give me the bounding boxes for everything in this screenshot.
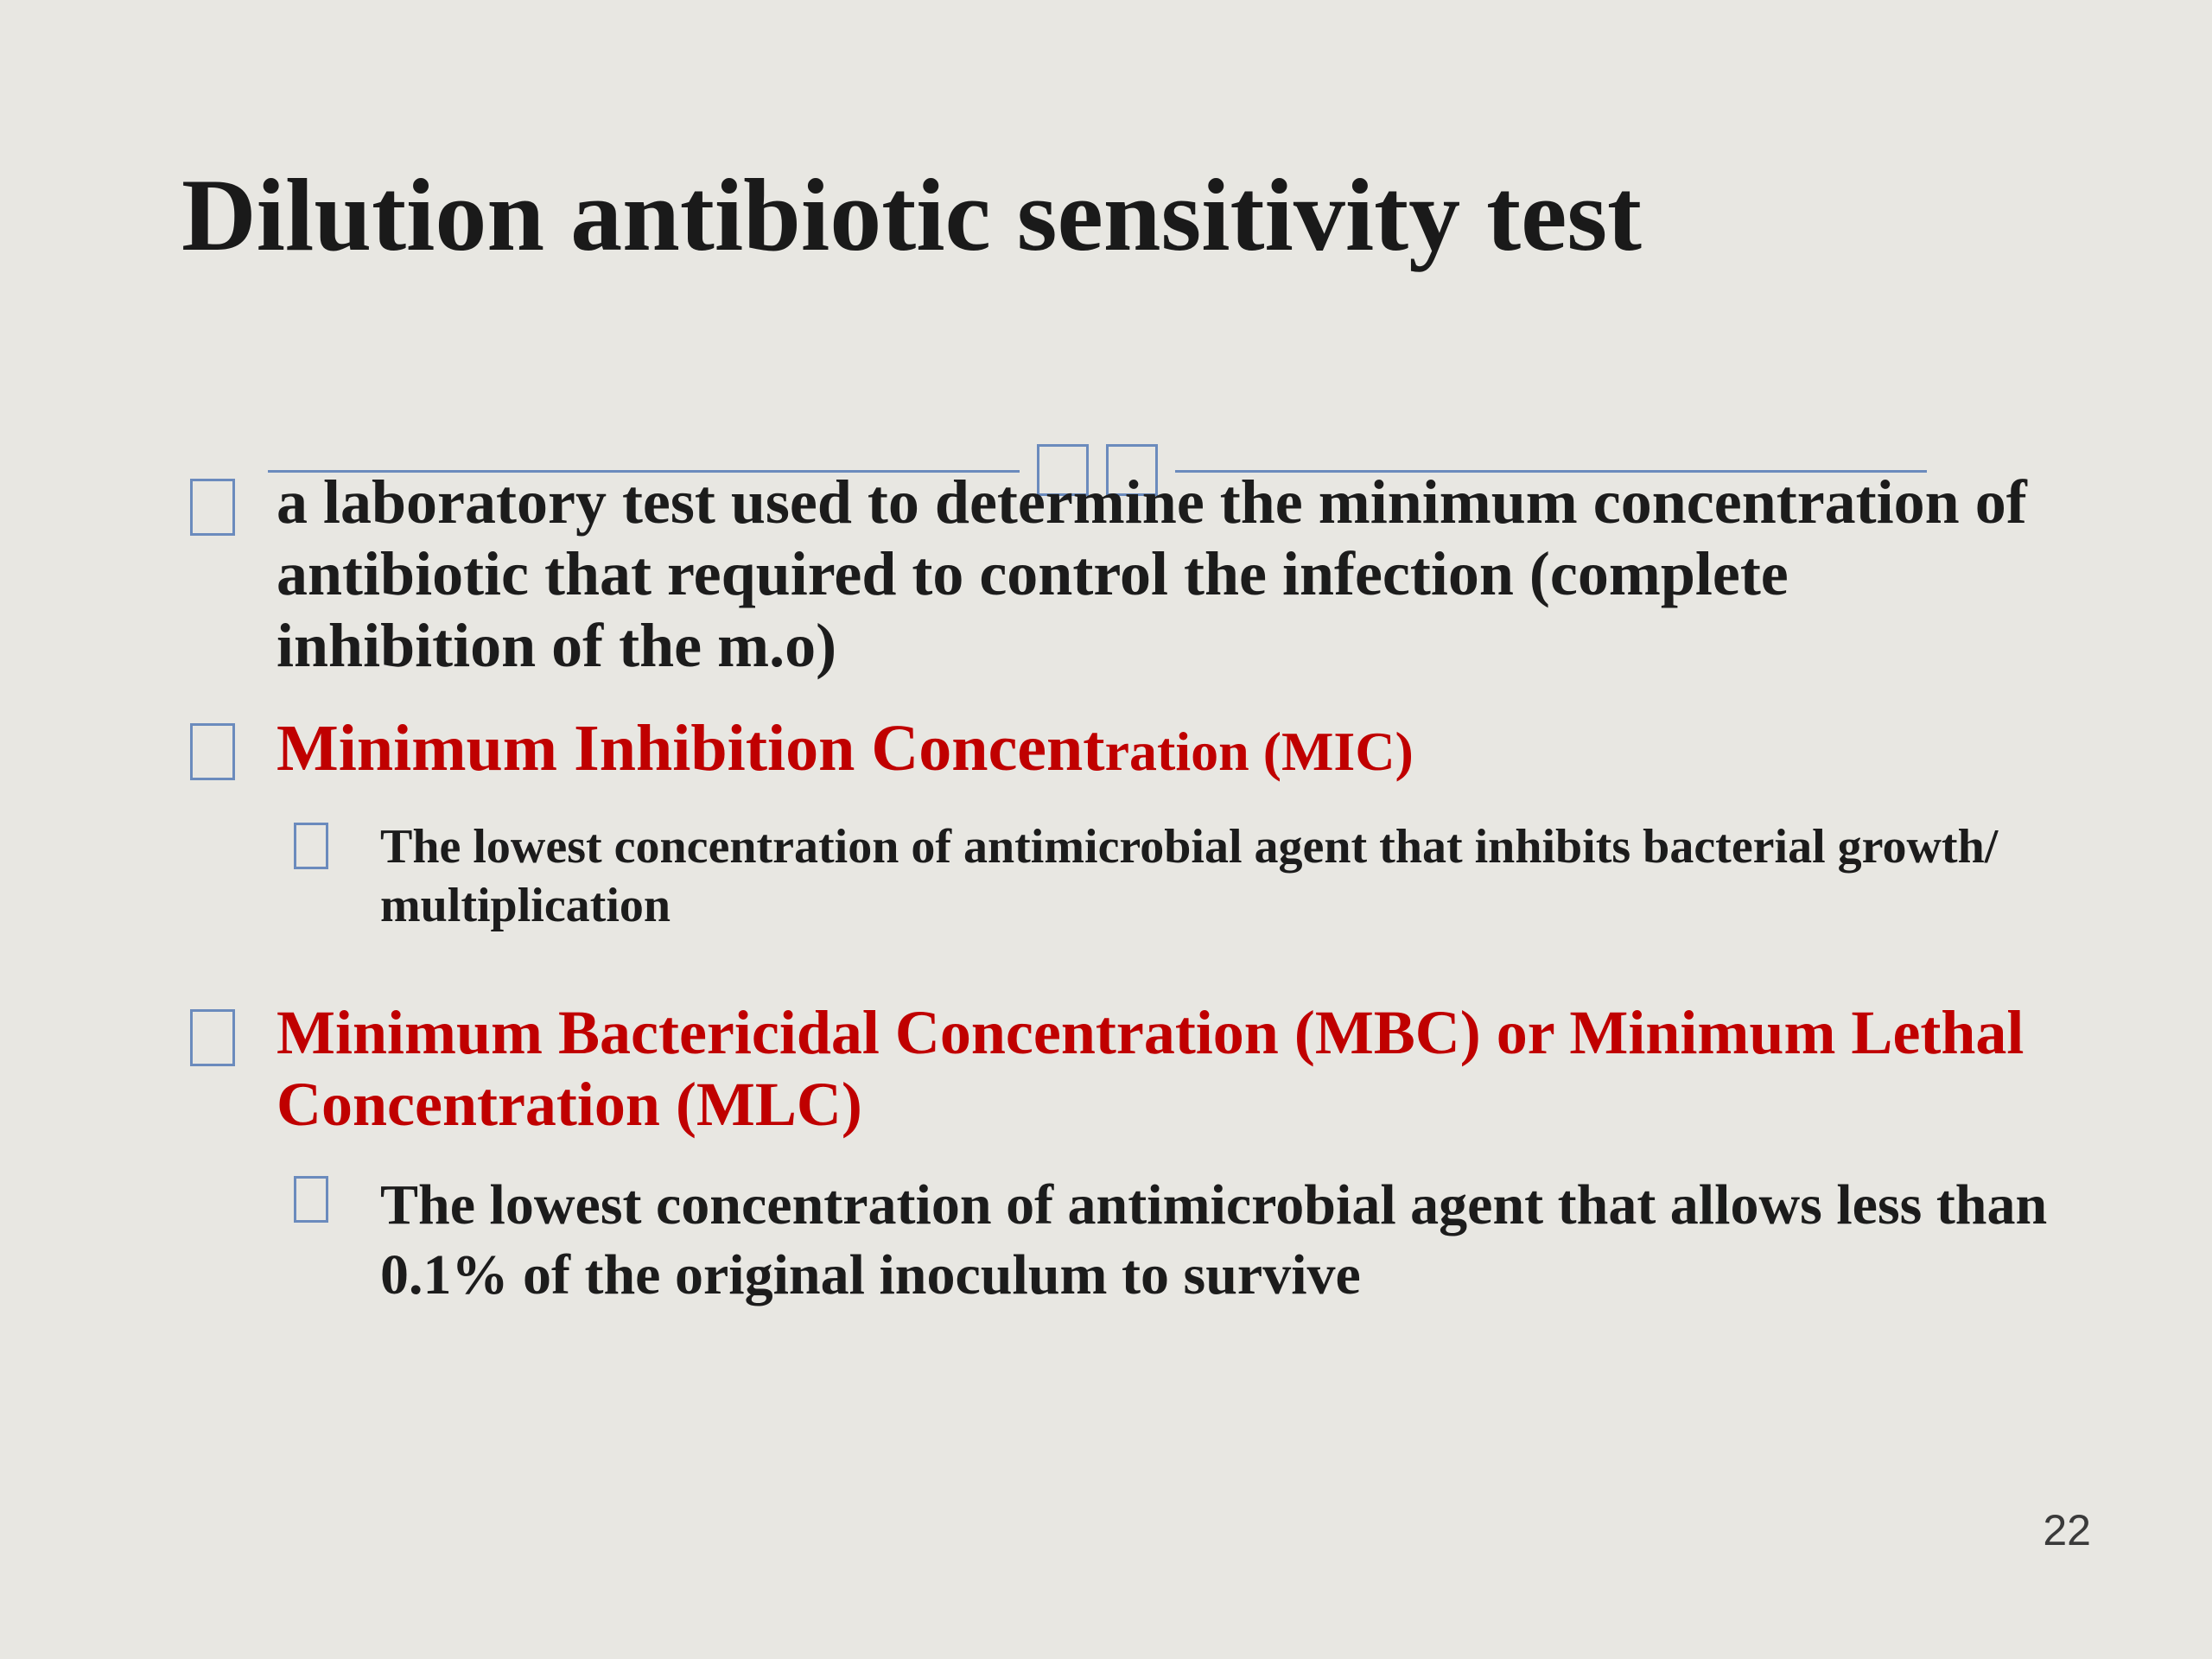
bullet-text: The lowest concentration of antimicrobia…	[380, 1171, 2048, 1310]
bullet-level-1: Minimum Inhibition Concentration (MIC)	[164, 711, 2048, 786]
bullet-glyph-icon	[190, 479, 235, 536]
page-number: 22	[2043, 1505, 2091, 1555]
bullet-text: The lowest concentration of antimicrobia…	[380, 817, 2048, 936]
bullet-text: Minimum Inhibition Concentration (MIC)	[276, 711, 2048, 786]
slide-title: Dilution antibiotic sensitivity test	[181, 156, 1642, 275]
bullet-text: Minimum Bactericidal Concentration (MBC)…	[276, 997, 2048, 1141]
bullet-text-part: ration (MIC)	[1105, 721, 1414, 782]
slide: Dilution antibiotic sensitivity test a l…	[0, 0, 2212, 1659]
spacer	[164, 963, 2048, 997]
bullet-glyph-icon	[190, 1009, 235, 1066]
bullet-text-part: Minimum Inhibition Concent	[276, 712, 1105, 785]
bullet-text: a laboratory test used to determine the …	[276, 467, 2048, 681]
bullet-level-2: The lowest concentration of antimicrobia…	[164, 817, 2048, 936]
bullet-level-1: Minimum Bactericidal Concentration (MBC)…	[164, 997, 2048, 1141]
bullet-glyph-icon	[190, 723, 235, 780]
bullet-glyph-icon	[294, 823, 328, 869]
bullet-level-2: The lowest concentration of antimicrobia…	[164, 1171, 2048, 1310]
content-area: a laboratory test used to determine the …	[164, 467, 2048, 1338]
bullet-level-1: a laboratory test used to determine the …	[164, 467, 2048, 681]
bullet-glyph-icon	[294, 1176, 328, 1223]
